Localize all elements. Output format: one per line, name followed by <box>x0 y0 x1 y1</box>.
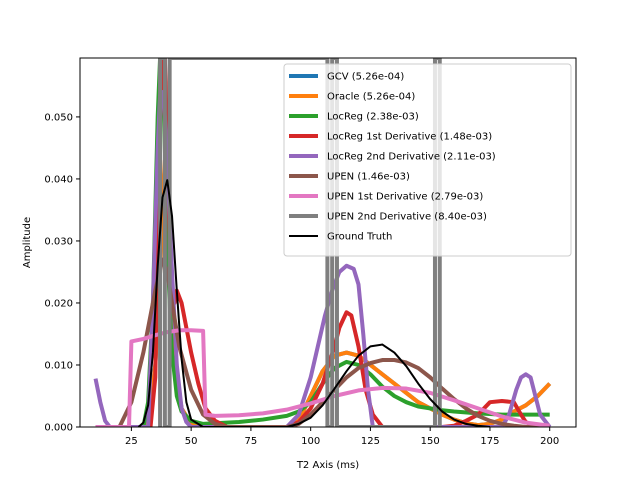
legend-label-8: Ground Truth <box>327 232 392 243</box>
y-tick-label-4: 0.040 <box>44 174 73 185</box>
series-line-8 <box>137 179 491 427</box>
y-tick-label-5: 0.050 <box>44 112 73 123</box>
legend-label-2: LocReg (2.38e-03) <box>327 112 419 123</box>
x-tick-label-3: 100 <box>301 436 320 447</box>
x-tick-label-5: 150 <box>421 436 440 447</box>
series-line-2 <box>141 58 550 427</box>
y-tick-label-3: 0.030 <box>44 236 73 247</box>
x-tick-label-0: 25 <box>125 436 138 447</box>
legend: GCV (5.26e-04) Oracle (5.26e-04) LocReg (2… <box>283 63 572 257</box>
legend-label-7: UPEN 2nd Derivative (8.40e-03) <box>327 212 487 223</box>
y-tick-label-0: 0.000 <box>44 423 73 434</box>
legend-label-5: UPEN (1.46e-03) <box>327 172 410 183</box>
legend-label-3: LocReg 1st Derivative (1.48e-03) <box>327 132 492 143</box>
y-axis: 0.000 0.010 0.020 0.030 0.040 0.050 <box>44 112 80 434</box>
y-axis-label: Amplitude <box>22 217 33 268</box>
x-axis-label: T2 Axis (ms) <box>296 460 359 471</box>
legend-label-0: GCV (5.26e-04) <box>327 72 404 83</box>
y-tick-label-2: 0.020 <box>44 298 73 309</box>
plot-frame <box>79 57 577 428</box>
y-tick-label-1: 0.010 <box>44 360 73 371</box>
legend-frame <box>283 63 572 257</box>
legend-label-4: LocReg 2nd Derivative (2.11e-03) <box>327 152 496 163</box>
x-tick-label-6: 175 <box>480 436 499 447</box>
series-line-6 <box>95 328 550 427</box>
legend-label-1: Oracle (5.26e-04) <box>327 92 415 103</box>
x-tick-label-2: 75 <box>245 436 258 447</box>
x-axis: 25 50 75 100 125 150 175 200 <box>125 427 559 447</box>
x-tick-label-1: 50 <box>185 436 198 447</box>
legend-label-6: UPEN 1st Derivative (2.79e-03) <box>327 192 483 203</box>
x-tick-label-7: 200 <box>540 436 559 447</box>
x-tick-label-4: 125 <box>361 436 380 447</box>
